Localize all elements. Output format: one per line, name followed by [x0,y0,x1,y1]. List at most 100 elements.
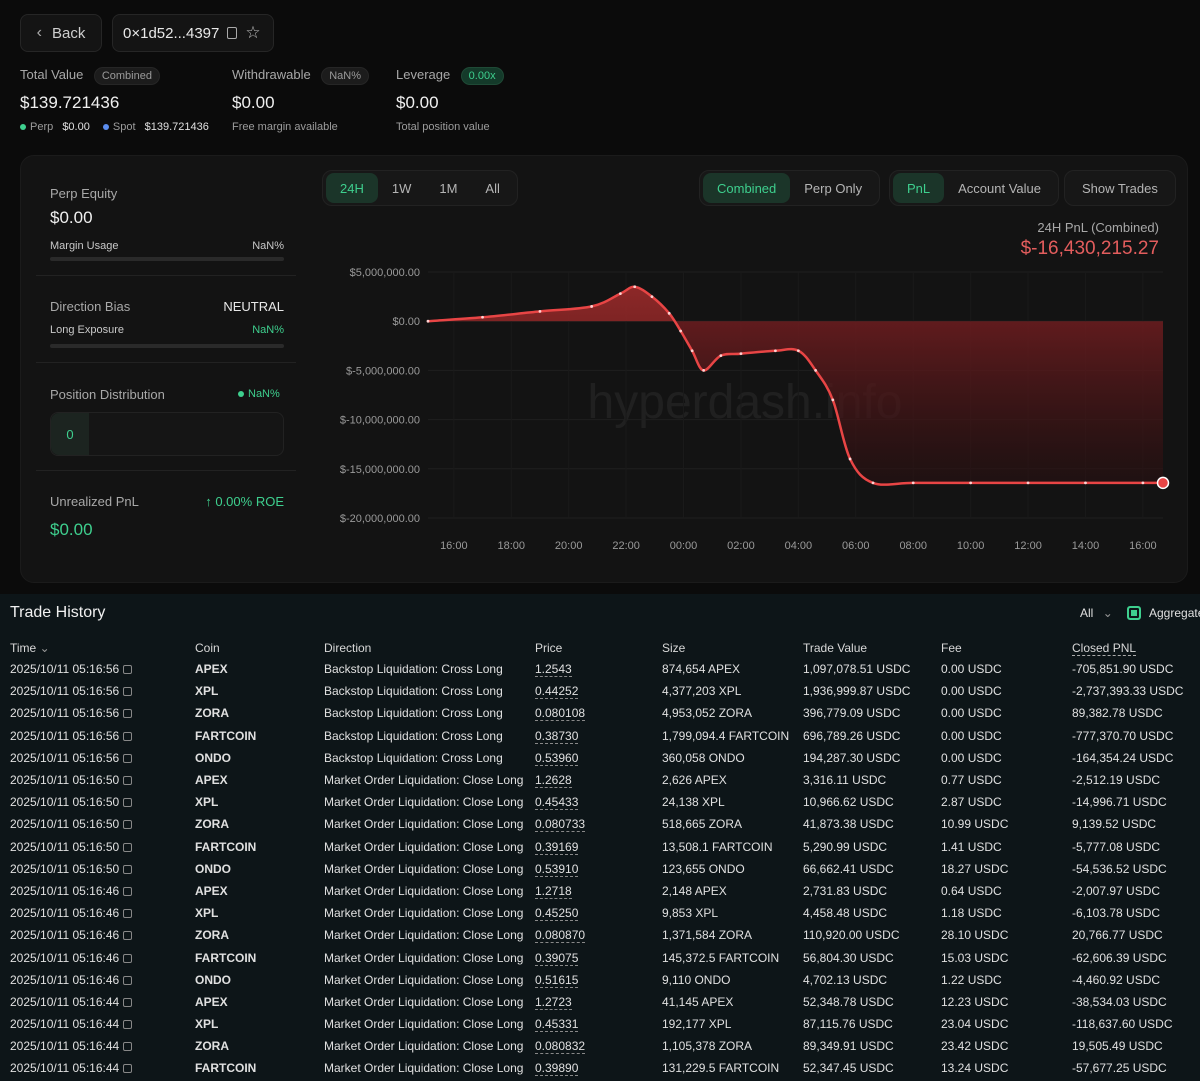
external-link-icon[interactable] [123,953,133,963]
external-link-icon[interactable] [123,842,133,852]
external-link-icon[interactable] [123,798,133,808]
total-value-label: Total Value [20,67,84,82]
table-row[interactable]: 2025/10/11 05:16:46 ZORA Market Order Liqu… [0,924,1200,946]
trade-price-text[interactable]: 0.39890 [535,1061,579,1077]
col-time-label: Time [10,641,37,655]
copy-icon[interactable] [227,27,238,39]
table-row[interactable]: 2025/10/11 05:16:50 ONDO Market Order Liqu… [0,858,1200,880]
trade-price-text[interactable]: 0.080870 [535,928,586,944]
trade-coin[interactable]: XPL [195,1017,219,1032]
trade-coin[interactable]: XPL [195,795,219,810]
table-row[interactable]: 2025/10/11 05:16:50 APEX Market Order Liqu… [0,769,1200,791]
table-row[interactable]: 2025/10/11 05:16:46 APEX Market Order Liqu… [0,880,1200,902]
trade-price: 1.2723 [535,991,662,1013]
table-row[interactable]: 2025/10/11 05:16:50 XPL Market Order Liqui… [0,791,1200,813]
external-link-icon[interactable] [123,1042,133,1052]
external-link-icon[interactable] [123,776,133,786]
col-time[interactable]: Time ⌄ [0,638,195,658]
tab-pnl[interactable]: PnL [893,173,945,203]
external-link-icon[interactable] [123,1064,133,1074]
trade-coin[interactable]: FARTCOIN [195,839,257,854]
table-row[interactable]: 2025/10/11 05:16:44 ZORA Market Order Liqu… [0,1035,1200,1057]
external-link-icon[interactable] [123,931,133,941]
current-point[interactable] [1156,476,1170,490]
trade-price-text[interactable]: 0.39075 [535,950,579,966]
trade-price-text[interactable]: 0.39169 [535,839,579,855]
external-link-icon[interactable] [123,864,133,874]
table-row[interactable]: 2025/10/11 05:16:44 XPL Market Order Liqui… [0,1013,1200,1035]
trade-coin[interactable]: APEX [195,883,228,898]
tab-1m[interactable]: 1M [439,180,458,196]
trade-coin[interactable]: ZORA [195,928,229,943]
external-link-icon[interactable] [123,753,133,763]
trade-price-text[interactable]: 0.45250 [535,906,579,922]
tab-combined[interactable]: Combined [703,173,791,203]
trade-price-text[interactable]: 0.38730 [535,728,579,744]
trade-coin[interactable]: XPL [195,906,219,921]
trade-price-text[interactable]: 0.53960 [535,750,579,766]
trade-price-text[interactable]: 1.2628 [535,773,572,789]
aggregate-checkbox[interactable] [1127,606,1141,620]
external-link-icon[interactable] [123,1020,133,1030]
table-row[interactable]: 2025/10/11 05:16:44 FARTCOIN Market Order … [0,1057,1200,1079]
trade-price-text[interactable]: 0.44252 [535,684,579,700]
show-trades-button[interactable]: Show Trades [1064,170,1176,206]
trade-coin[interactable]: APEX [195,662,228,677]
trade-coin[interactable]: ZORA [195,706,229,721]
external-link-icon[interactable] [123,997,133,1007]
table-row[interactable]: 2025/10/11 05:16:46 FARTCOIN Market Order … [0,946,1200,968]
external-link-icon[interactable] [123,886,133,896]
external-link-icon[interactable] [123,665,133,675]
trade-coin[interactable]: XPL [195,684,219,699]
data-point [650,295,654,298]
direction-filter[interactable]: All ⌄ [1080,606,1113,620]
external-link-icon[interactable] [123,709,133,719]
trade-price-text[interactable]: 0.45331 [535,1017,579,1033]
trade-coin[interactable]: FARTCOIN [195,728,257,743]
trade-price-text[interactable]: 0.53910 [535,861,579,877]
trade-price-text[interactable]: 0.51615 [535,972,579,988]
tab-account-value[interactable]: Account Value [958,180,1042,196]
pnl-chart[interactable]: hyperdash.info $5,000,000.00$0.00$-5,000… [0,0,1200,590]
table-row[interactable]: 2025/10/11 05:16:56 ONDO Backstop Liquidat… [0,747,1200,769]
trade-coin[interactable]: ONDO [195,861,231,876]
trade-coin[interactable]: ZORA [195,817,229,832]
trade-coin[interactable]: ONDO [195,972,231,987]
trade-coin[interactable]: FARTCOIN [195,1061,257,1076]
position-distribution-label: Position Distribution [50,387,165,402]
external-link-icon[interactable] [123,687,133,697]
table-row[interactable]: 2025/10/11 05:16:44 APEX Market Order Liqu… [0,991,1200,1013]
tab-all[interactable]: All [485,180,500,196]
external-link-icon[interactable] [123,820,133,830]
table-row[interactable]: 2025/10/11 05:16:56 APEX Backstop Liquidat… [0,658,1200,680]
trade-price-text[interactable]: 1.2723 [535,994,572,1010]
back-button[interactable]: ‹ Back [20,14,102,52]
trade-price-text[interactable]: 0.080832 [535,1039,586,1055]
external-link-icon[interactable] [123,909,133,919]
trade-coin[interactable]: ONDO [195,750,231,765]
tab-1w[interactable]: 1W [391,180,412,196]
trade-price-text[interactable]: 0.45433 [535,795,579,811]
trade-price-text[interactable]: 0.080108 [535,706,586,722]
table-row[interactable]: 2025/10/11 05:16:56 XPL Backstop Liquidati… [0,680,1200,702]
tab-24h[interactable]: 24H [326,173,378,203]
trade-time-text: 2025/10/11 05:16:46 [10,972,120,987]
table-row[interactable]: 2025/10/11 05:16:56 FARTCOIN Backstop Liqu… [0,725,1200,747]
star-icon[interactable]: ☆ [245,23,261,42]
trade-coin[interactable]: APEX [195,773,228,788]
trade-coin[interactable]: ZORA [195,1039,229,1054]
external-link-icon[interactable] [123,731,133,741]
tab-perp-only[interactable]: Perp Only [804,180,863,196]
trade-coin[interactable]: FARTCOIN [195,950,257,965]
trade-price-text[interactable]: 1.2543 [535,662,572,678]
table-row[interactable]: 2025/10/11 05:16:50 ZORA Market Order Liqu… [0,813,1200,835]
table-row[interactable]: 2025/10/11 05:16:46 XPL Market Order Liqui… [0,902,1200,924]
table-row[interactable]: 2025/10/11 05:16:50 FARTCOIN Market Order … [0,836,1200,858]
trade-price-text[interactable]: 0.080733 [535,817,586,833]
external-link-icon[interactable] [123,975,133,985]
trade-coin[interactable]: APEX [195,994,228,1009]
trade-price-text[interactable]: 1.2718 [535,883,572,899]
data-point [774,349,777,353]
table-row[interactable]: 2025/10/11 05:16:56 ZORA Backstop Liquidat… [0,702,1200,724]
table-row[interactable]: 2025/10/11 05:16:46 ONDO Market Order Liqu… [0,969,1200,991]
